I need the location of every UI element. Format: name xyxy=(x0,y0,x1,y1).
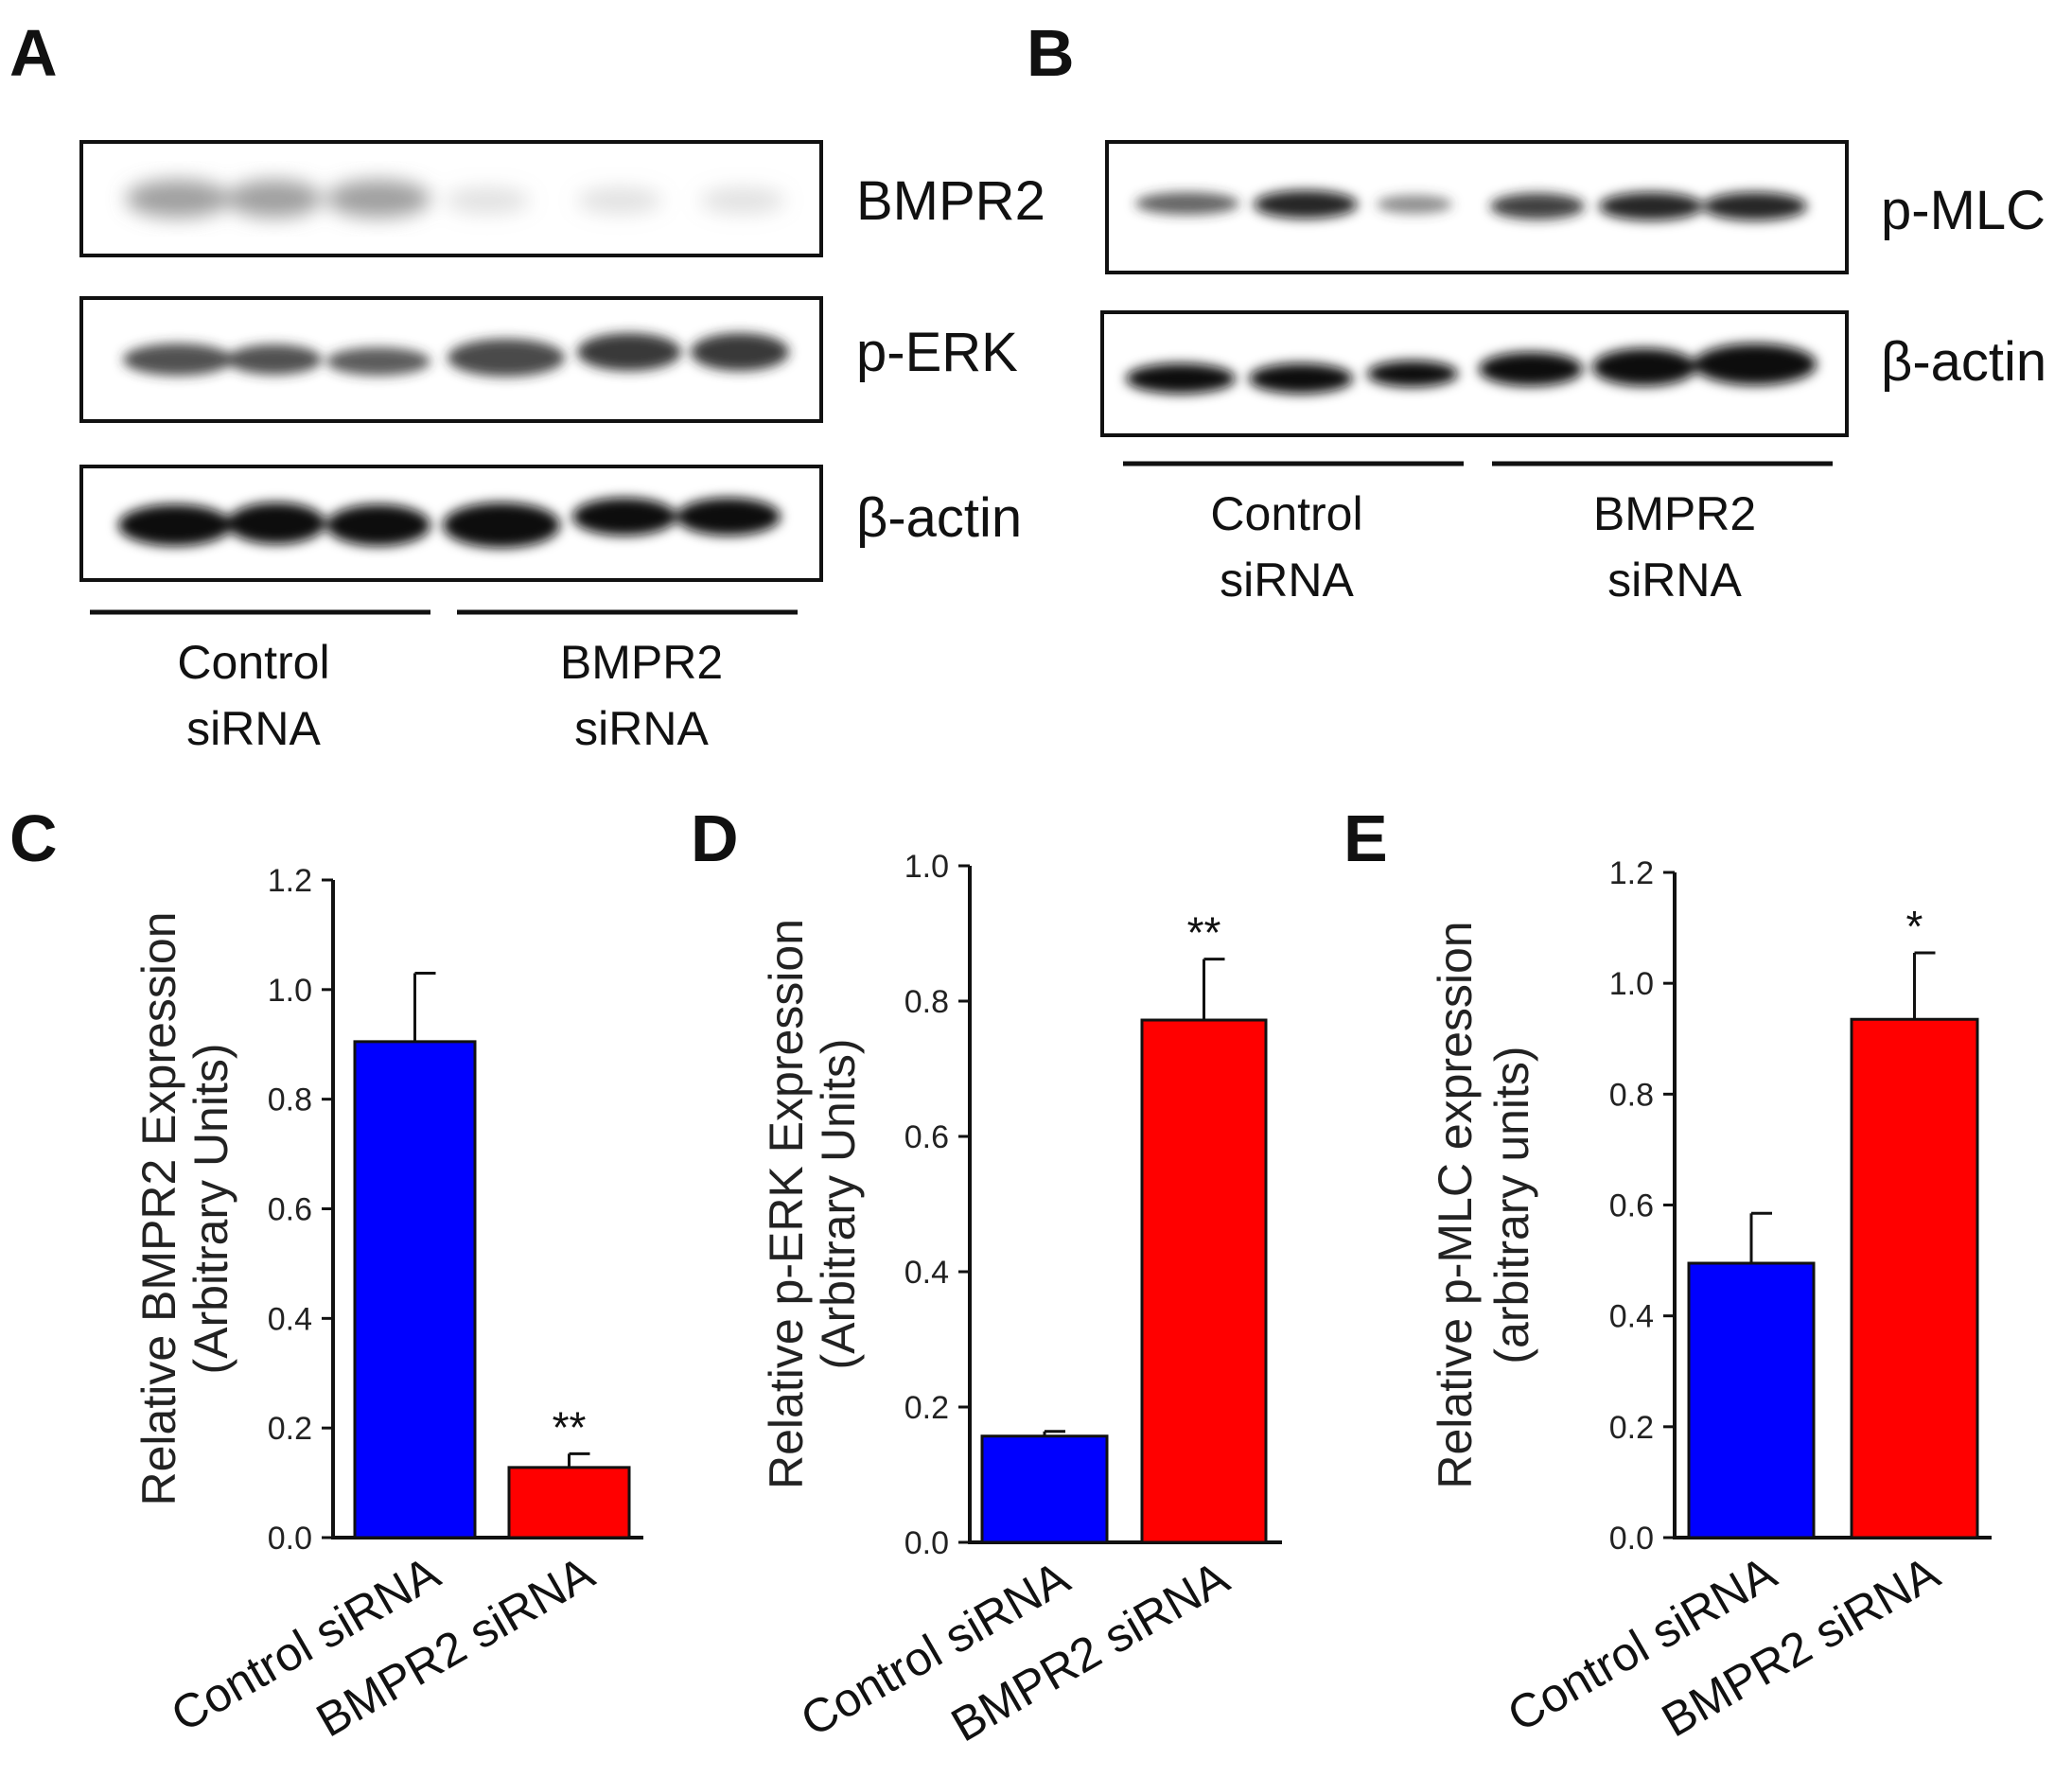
y-tick-label: 0.0 xyxy=(268,1521,312,1557)
x-tick-label: Control siRNA xyxy=(792,1551,1079,1747)
bar xyxy=(1850,1017,1979,1539)
group-label-bmpr2-sub: siRNA xyxy=(1607,554,1742,607)
panel-letter: C xyxy=(9,801,58,875)
bar xyxy=(1140,1018,1268,1544)
y-tick-label: 0.2 xyxy=(904,1390,949,1426)
y-tick-label: 0.4 xyxy=(1609,1299,1654,1335)
x-tick-label: Control siRNA xyxy=(1499,1546,1785,1742)
band-label: p-MLC xyxy=(1881,180,2046,241)
group-label-bmpr2-sub: siRNA xyxy=(574,702,709,755)
y-axis-title-sub: (Arbitrary Units) xyxy=(812,1038,865,1369)
y-tick-label: 0.8 xyxy=(904,984,949,1020)
y-tick-label: 1.0 xyxy=(904,849,949,885)
y-tick-label: 0.4 xyxy=(904,1255,949,1291)
y-tick-label: 0.6 xyxy=(268,1192,312,1228)
group-label-control: Control xyxy=(1210,487,1362,540)
y-tick-label: 0.0 xyxy=(1609,1521,1654,1557)
y-tick-label: 1.0 xyxy=(268,973,312,1009)
blot-bands xyxy=(126,180,785,218)
y-axis-title-sub: (arbitrary units) xyxy=(1485,1046,1538,1364)
blot-bands xyxy=(1135,190,1807,220)
y-tick-label: 0.2 xyxy=(1609,1410,1654,1446)
y-axis-title: Relative BMPR2 Expression xyxy=(132,911,185,1505)
significance-label: * xyxy=(1906,902,1923,951)
x-tick-label: BMPR2 siRNA xyxy=(1653,1546,1948,1748)
group-label-control: Control xyxy=(177,636,329,689)
bar xyxy=(353,1040,477,1539)
panel-letter: E xyxy=(1343,801,1388,875)
panel-letter: D xyxy=(691,801,739,875)
x-tick-label: BMPR2 siRNA xyxy=(942,1551,1238,1752)
significance-label: ** xyxy=(1187,908,1221,958)
blot-a-perk: p-ERK xyxy=(79,296,1018,423)
band-label: β-actin xyxy=(856,487,1022,549)
panel-b-letter: B xyxy=(1027,16,1075,90)
bar-chart-e: E Relative p-MLC expression (arbitrary uni… xyxy=(1343,801,1992,1747)
panel-a-letter: A xyxy=(9,16,58,90)
y-tick-label: 1.2 xyxy=(268,863,312,899)
bar-chart-d: D Relative p-ERK Expression (Arbitrary Uni… xyxy=(691,801,1282,1751)
blot-a-actin: β-actin xyxy=(79,465,1022,582)
y-tick-label: 0.6 xyxy=(904,1119,949,1155)
band-label: BMPR2 xyxy=(856,170,1045,232)
blot-b-actin: β-actin xyxy=(1100,310,2046,437)
group-label-control-sub: siRNA xyxy=(186,702,321,755)
blot-bands xyxy=(1126,343,1817,394)
significance-label: ** xyxy=(553,1402,587,1452)
band-label: p-ERK xyxy=(856,322,1018,383)
blot-a-bmpr2: BMPR2 xyxy=(79,140,1045,257)
y-tick-label: 0.4 xyxy=(268,1301,312,1337)
blot-bands xyxy=(123,333,789,377)
band-label: β-actin xyxy=(1881,331,2046,393)
y-tick-label: 0.8 xyxy=(268,1082,312,1118)
bar xyxy=(507,1466,631,1539)
y-tick-label: 0.8 xyxy=(1609,1077,1654,1113)
group-label-bmpr2: BMPR2 xyxy=(560,636,723,689)
y-tick-label: 1.2 xyxy=(1609,855,1654,891)
y-axis-title: Relative p-ERK Expression xyxy=(760,919,813,1489)
blot-bands xyxy=(118,498,781,548)
bar xyxy=(1687,1261,1816,1539)
y-axis-title: Relative p-MLC expression xyxy=(1429,921,1482,1488)
y-axis-title-sub: (Arbitrary Units) xyxy=(184,1043,237,1374)
group-label-control-sub: siRNA xyxy=(1220,554,1354,607)
panel-a: A BMPR2 p-E xyxy=(9,16,1045,755)
y-tick-label: 0.0 xyxy=(904,1525,949,1561)
bar-chart-c: C Relative BMPR2 Expression (Arbitrary Uni… xyxy=(9,801,643,1747)
blot-b-pmlc: p-MLC xyxy=(1105,140,2046,274)
y-tick-label: 1.0 xyxy=(1609,966,1654,1002)
y-tick-label: 0.2 xyxy=(268,1411,312,1447)
bar xyxy=(980,1434,1109,1544)
y-tick-label: 0.6 xyxy=(1609,1188,1654,1224)
panel-b: B p-MLC β-a xyxy=(1027,16,2046,607)
group-label-bmpr2: BMPR2 xyxy=(1593,487,1756,540)
